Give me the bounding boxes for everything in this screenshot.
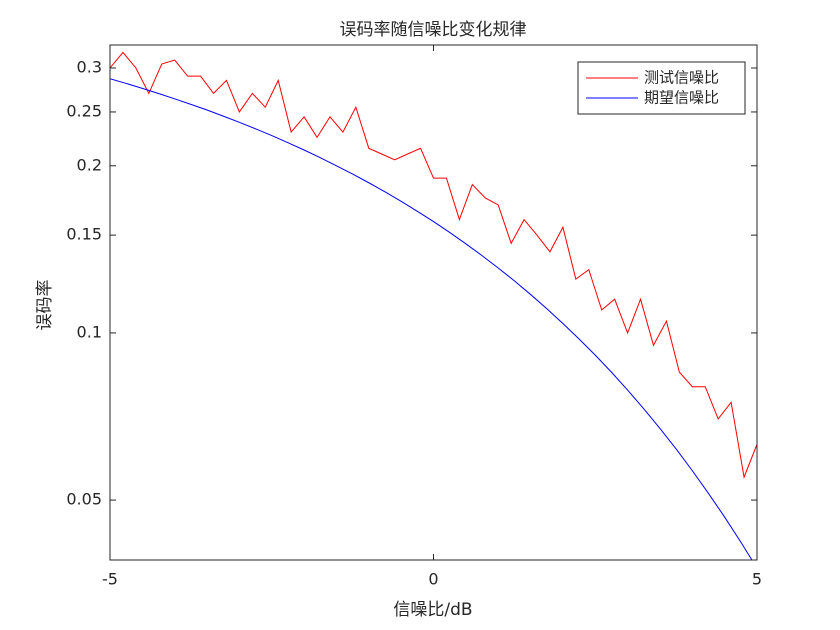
legend-label: 期望信噪比 <box>644 89 719 107</box>
x-tick-label: 0 <box>428 570 438 589</box>
x-axis-label: 信噪比/dB <box>393 600 472 620</box>
data-line <box>110 78 753 560</box>
y-axis-label: 误码率 <box>35 280 55 331</box>
y-tick-label: 0.3 <box>77 57 102 76</box>
y-tick-label: 0.05 <box>66 490 102 509</box>
x-tick-label: -5 <box>102 570 118 589</box>
chart-title: 误码率随信噪比变化规律 <box>340 20 527 40</box>
y-tick-label: 0.1 <box>77 322 102 341</box>
y-tick-label: 0.2 <box>77 155 102 174</box>
data-line <box>110 51 757 479</box>
legend-label: 测试信噪比 <box>644 69 719 87</box>
y-tick-label: 0.15 <box>66 225 102 244</box>
y-tick-label: 0.25 <box>66 101 102 120</box>
legend-box <box>577 61 746 115</box>
plot-area <box>110 45 757 560</box>
x-tick-label: 5 <box>752 570 762 589</box>
plot-lines <box>110 51 757 560</box>
